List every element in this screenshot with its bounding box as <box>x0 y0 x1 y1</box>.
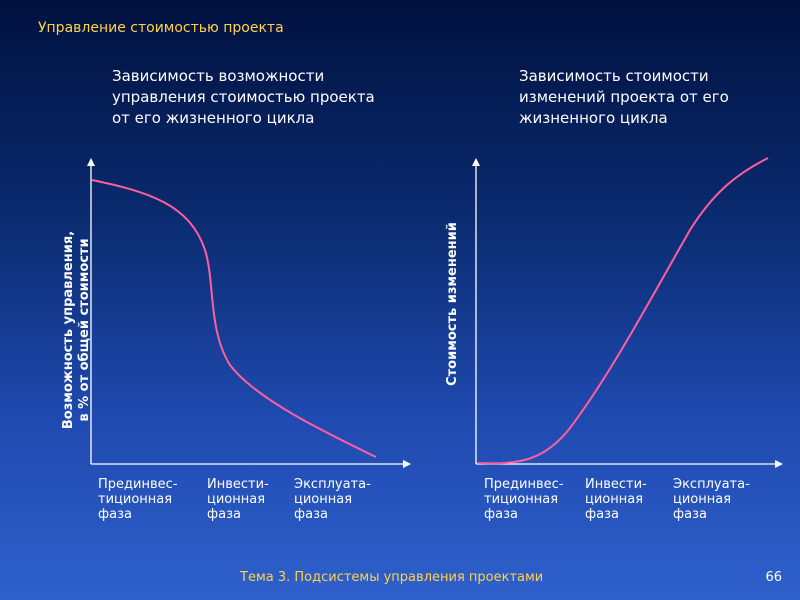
phase-line: тиционная <box>484 492 559 507</box>
phase-line: фаза <box>207 507 241 522</box>
right-title-line-3: жизненного цикла <box>519 109 668 127</box>
right-phase-investment: Инвести- ционная фаза <box>585 477 647 522</box>
page-number: 66 <box>765 570 782 585</box>
right-chart-title: Зависимость стоимости изменений проекта … <box>519 66 779 129</box>
right-title-line-1: Зависимость стоимости <box>519 67 709 85</box>
right-increasing-curve <box>477 157 769 465</box>
phase-line: Инвести- <box>207 477 269 492</box>
left-y-axis-label: Возможность управления, в % от общей сто… <box>61 200 93 460</box>
slide-title: Управление стоимостью проекта <box>38 20 284 36</box>
left-chart-title: Зависимость возможности управления стоим… <box>112 66 412 129</box>
phase-line: фаза <box>98 507 132 522</box>
phase-line: Эксплуата- <box>294 477 371 492</box>
left-phase-operation: Эксплуата- ционная фаза <box>294 477 371 522</box>
right-ylabel-line-1: Стоимость изменений <box>445 222 460 386</box>
phase-line: Прединвес- <box>98 477 178 492</box>
phase-line: тиционная <box>98 492 173 507</box>
slide-footer: Тема 3. Подсистемы управления проектами <box>240 570 544 585</box>
phase-line: ционная <box>207 492 266 507</box>
right-phase-preinvestment: Прединвес- тиционная фаза <box>484 477 563 522</box>
left-phase-preinvestment: Прединвес- тиционная фаза <box>98 477 177 522</box>
left-ylabel-line-1: Возможность управления, <box>61 230 76 430</box>
right-phase-operation: Эксплуата- ционная фаза <box>673 477 750 522</box>
left-title-line-2: управления стоимостью проекта <box>112 88 375 106</box>
right-title-line-2: изменений проекта от его <box>519 88 729 106</box>
phase-line: ционная <box>585 492 644 507</box>
left-phase-investment: Инвести- ционная фаза <box>207 477 269 522</box>
phase-line: Прединвес- <box>484 477 564 492</box>
left-ylabel-line-2: в % от общей стоимости <box>77 238 92 422</box>
phase-line: фаза <box>585 507 619 522</box>
phase-line: Инвести- <box>585 477 647 492</box>
phase-line: фаза <box>294 507 328 522</box>
phase-line: Эксплуата- <box>673 477 750 492</box>
phase-line: фаза <box>673 507 707 522</box>
left-decreasing-curve <box>91 179 377 458</box>
phase-line: фаза <box>484 507 518 522</box>
left-title-line-3: от его жизненного цикла <box>112 109 315 127</box>
phase-line: ционная <box>673 492 732 507</box>
phase-line: ционная <box>294 492 353 507</box>
left-title-line-1: Зависимость возможности <box>112 67 325 85</box>
right-y-axis-label: Стоимость изменений <box>445 204 461 404</box>
